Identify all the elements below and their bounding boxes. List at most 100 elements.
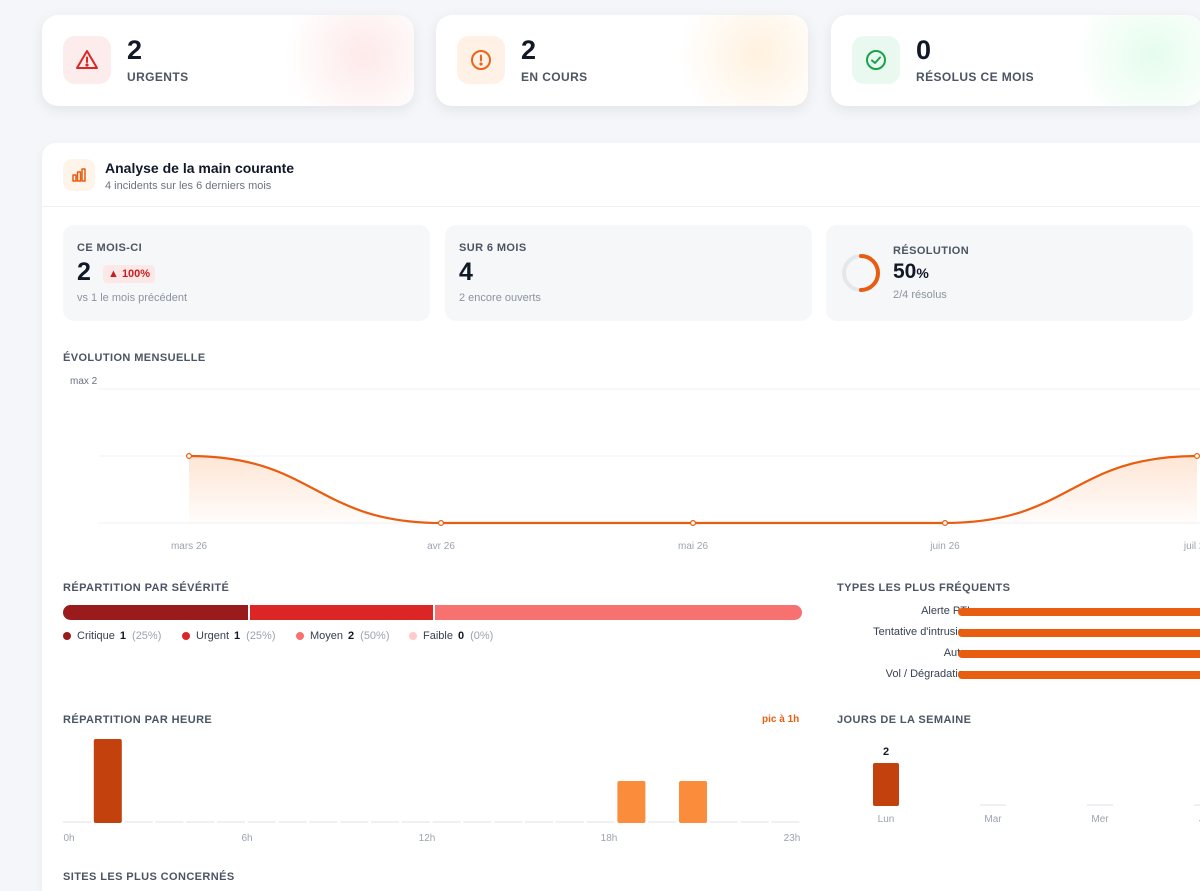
stat-label: RÉSOLUS CE MOIS: [916, 70, 1035, 84]
kpi-this-month: CE MOIS-CI 2 ▲ 100% vs 1 le mois précéde…: [63, 225, 430, 321]
kpi-six-months: SUR 6 MOIS 4 2 encore ouverts: [445, 225, 812, 321]
stat-card-resolved[interactable]: 0 RÉSOLUS CE MOIS: [831, 15, 1200, 106]
legend-dot: [409, 632, 417, 640]
hourly-title: RÉPARTITION PAR HEURE: [63, 714, 213, 726]
type-bar: [958, 650, 1200, 658]
hour-bar[interactable]: [494, 821, 523, 823]
severity-segment-urgent[interactable]: [247, 605, 433, 620]
legend-dot: [182, 632, 190, 640]
legend-faible: Faible 0 (0%): [409, 630, 493, 642]
legend-name: Faible: [423, 630, 453, 642]
hour-bar[interactable]: [525, 821, 553, 823]
legend-count: 1: [119, 630, 127, 642]
data-point[interactable]: [689, 520, 696, 527]
type-bar: [958, 671, 1200, 679]
hour-bar[interactable]: [93, 739, 122, 823]
type-label: Tentative d'intrusion: [873, 626, 970, 638]
alert-circle-icon: [457, 36, 505, 84]
legend-name: Urgent: [196, 630, 230, 642]
hour-bar[interactable]: [309, 821, 338, 823]
monthly-area-chart: mars 26 avr 26 mai 26 juin 26 juil 26: [99, 388, 1200, 552]
hour-bar[interactable]: [709, 821, 738, 823]
weekday-tick-label: Lun: [878, 814, 895, 825]
hour-bar[interactable]: [278, 821, 307, 823]
peak-label: pic à 1h: [762, 714, 800, 725]
hour-bar[interactable]: [186, 821, 215, 823]
kpi-sub: vs 1 le mois précédent: [77, 292, 188, 304]
hour-bar[interactable]: [432, 821, 461, 823]
hour-bar[interactable]: [617, 781, 646, 823]
hour-tick-label: 12h: [419, 833, 436, 844]
hour-bar[interactable]: [679, 781, 707, 823]
weekday-bar[interactable]: [873, 763, 899, 806]
hour-bar[interactable]: [155, 821, 184, 823]
legend-name: Moyen: [310, 630, 344, 642]
hour-tick-label: 23h: [784, 833, 801, 844]
weekday-bar[interactable]: [1194, 804, 1200, 806]
weekday-tick-label: Mar: [984, 814, 1002, 825]
data-point[interactable]: [941, 520, 948, 527]
severity-segment-critique[interactable]: [63, 605, 248, 620]
resolution-arc: [842, 254, 880, 292]
severity-segment-moyen[interactable]: [432, 605, 802, 620]
legend-moyen: Moyen 2 (50%): [296, 630, 390, 642]
hour-bar[interactable]: [63, 821, 91, 823]
card-glow: [1073, 15, 1200, 106]
hour-bar[interactable]: [771, 821, 800, 823]
hour-bar[interactable]: [247, 821, 276, 823]
weekday-bar[interactable]: [980, 804, 1006, 806]
stat-value: 0: [916, 35, 932, 65]
stat-value: 2: [127, 35, 143, 65]
types-title: TYPES LES PLUS FRÉQUENTS: [837, 582, 1011, 594]
hour-bar[interactable]: [555, 821, 584, 823]
area-fill: [189, 456, 1197, 523]
kpi-sub: 2/4 résolus: [893, 289, 947, 301]
hourly-bar-chart: 0h 6h 12h 18h 23h: [63, 739, 801, 844]
hour-bar[interactable]: [340, 821, 369, 823]
legend-critique: Critique 1 (25%): [63, 630, 161, 642]
card-glow: [284, 15, 414, 106]
data-point[interactable]: [186, 452, 193, 459]
legend-dot: [63, 632, 71, 640]
hour-tick-label: 18h: [601, 833, 618, 844]
hour-bar[interactable]: [371, 821, 399, 823]
legend-dot: [296, 632, 304, 640]
legend-urgent: Urgent 1 (25%): [182, 630, 276, 642]
hour-bar[interactable]: [586, 821, 615, 823]
type-label: Vol / Dégradation: [885, 668, 970, 680]
legend-pct: (50%): [360, 630, 390, 642]
legend-pct: (25%): [132, 630, 162, 642]
kpi-value: 4: [459, 258, 473, 286]
weekday-bar-chart: 2 Lun Mar Mer Jeu: [873, 746, 1200, 825]
hour-bar[interactable]: [648, 821, 677, 823]
kpi-resolution: RÉSOLUTION 50% 2/4 résolus: [826, 225, 1193, 321]
hour-bar[interactable]: [463, 821, 492, 823]
weekday-tick-label: Jeu: [1199, 814, 1200, 825]
delta-badge: ▲ 100%: [103, 265, 156, 283]
weekday-bar[interactable]: [1087, 804, 1113, 806]
analysis-panel: Analyse de la main courante 4 incidents …: [42, 143, 1200, 891]
stat-card-urgent[interactable]: 2 URGENTS: [42, 15, 414, 106]
x-tick-label: mai 26: [678, 541, 708, 552]
data-point[interactable]: [1193, 452, 1200, 459]
hour-tick-label: 0h: [63, 833, 74, 844]
stat-card-in-progress[interactable]: 2 EN COURS: [436, 15, 808, 106]
kpi-label: RÉSOLUTION: [893, 245, 970, 257]
severity-stacked-bar: [63, 605, 802, 620]
type-bar: [958, 608, 1200, 616]
max-label: max 2: [70, 376, 98, 387]
x-tick-label: juil 26: [1183, 541, 1200, 552]
legend-count: 2: [348, 630, 355, 642]
sites-title: SITES LES PLUS CONCERNÉS: [63, 871, 235, 883]
stat-label: URGENTS: [127, 70, 189, 84]
weekday-value-label: 2: [883, 746, 889, 758]
hour-bar[interactable]: [124, 821, 153, 823]
hour-bar[interactable]: [401, 821, 430, 823]
hour-bar[interactable]: [217, 821, 245, 823]
data-point[interactable]: [438, 520, 445, 527]
type-bar: [958, 629, 1200, 637]
legend-pct: (0%): [470, 630, 494, 642]
hour-bar[interactable]: [740, 821, 769, 823]
panel-header: Analyse de la main courante 4 incidents …: [42, 143, 1200, 207]
panel-subtitle: 4 incidents sur les 6 derniers mois: [105, 180, 272, 192]
